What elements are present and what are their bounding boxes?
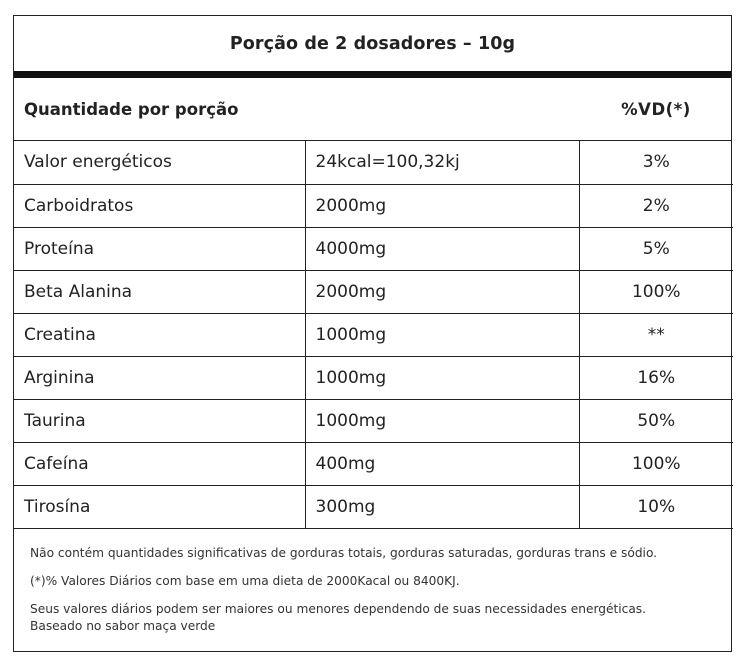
- footnote-insignificant: Não contém quantidades significativas de…: [30, 545, 658, 560]
- nutrient-name: Cafeína: [14, 442, 306, 486]
- nutrient-quantity: 1000mg: [305, 399, 580, 443]
- footnotes: Não contém quantidades significativas de…: [14, 529, 731, 635]
- title-divider: [14, 71, 731, 78]
- nutrient-quantity: 400mg: [305, 442, 580, 486]
- nutrient-name: Creatina: [14, 313, 306, 357]
- nutrition-table-body: Valor energéticos 24kcal=100,32kj 3% Carboi…: [14, 141, 733, 529]
- serving-size-title: Porção de 2 dosadores – 10g: [229, 33, 516, 54]
- nutrient-quantity: 1000mg: [305, 356, 580, 400]
- nutrient-row: Valor energéticos 24kcal=100,32kj 3%: [14, 141, 733, 185]
- nutrient-daily-value: 50%: [579, 399, 733, 443]
- nutrient-daily-value: **: [579, 313, 733, 357]
- nutrient-daily-value: 10%: [579, 485, 733, 529]
- nutrient-row: Cafeína 400mg 100%: [14, 442, 733, 486]
- nutrient-daily-value: 100%: [579, 442, 733, 486]
- nutrient-row: Creatina 1000mg **: [14, 313, 733, 357]
- nutrient-daily-value: 3%: [579, 141, 733, 185]
- table-header: Quantidade por porção %VD(*): [14, 78, 731, 141]
- nutrient-daily-value: 16%: [579, 356, 733, 400]
- nutrition-facts-panel: Porção de 2 dosadores – 10g Quantidade p…: [13, 15, 733, 652]
- header-daily-value: %VD(*): [621, 99, 691, 119]
- nutrient-quantity: 24kcal=100,32kj: [305, 141, 580, 185]
- nutrient-daily-value: 2%: [579, 184, 733, 228]
- nutrient-name: Tirosína: [14, 485, 306, 529]
- header-amount-per-serving: Quantidade por porção: [24, 99, 239, 119]
- nutrient-name: Valor energéticos: [14, 141, 306, 185]
- nutrient-row: Carboidratos 2000mg 2%: [14, 184, 733, 228]
- nutrient-quantity: 1000mg: [305, 313, 580, 357]
- nutrient-name: Proteína: [14, 227, 306, 271]
- footnote-flavor: Baseado no sabor maça verde: [30, 618, 216, 633]
- footnote-energy-needs: Seus valores diários podem ser maiores o…: [30, 601, 647, 616]
- nutrient-quantity: 300mg: [305, 485, 580, 529]
- footnote-daily-values: (*)% Valores Diários com base em uma die…: [30, 573, 460, 588]
- nutrient-quantity: 4000mg: [305, 227, 580, 271]
- nutrient-name: Taurina: [14, 399, 306, 443]
- nutrient-name: Carboidratos: [14, 184, 306, 228]
- nutrient-quantity: 2000mg: [305, 184, 580, 228]
- nutrient-name: Beta Alanina: [14, 270, 306, 314]
- nutrient-quantity: 2000mg: [305, 270, 580, 314]
- nutrition-table: Valor energéticos 24kcal=100,32kj 3% Carboi…: [14, 141, 733, 529]
- nutrient-daily-value: 5%: [579, 227, 733, 271]
- nutrient-row: Arginina 1000mg 16%: [14, 356, 733, 400]
- nutrient-name: Arginina: [14, 356, 306, 400]
- nutrient-row: Beta Alanina 2000mg 100%: [14, 270, 733, 314]
- nutrient-row: Proteína 4000mg 5%: [14, 227, 733, 271]
- nutrient-row: Tirosína 300mg 10%: [14, 485, 733, 529]
- nutrient-row: Taurina 1000mg 50%: [14, 399, 733, 443]
- nutrient-daily-value: 100%: [579, 270, 733, 314]
